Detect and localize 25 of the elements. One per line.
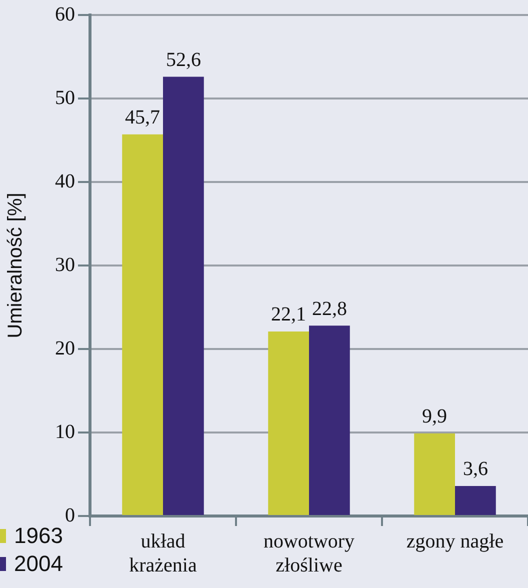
data-label: 3,6 <box>462 458 488 480</box>
legend-label: 1963 <box>14 523 63 549</box>
bar <box>268 331 309 515</box>
bar <box>122 134 163 515</box>
bar <box>414 433 455 515</box>
x-tick-label: zgony nagłe <box>406 530 504 552</box>
y-tick-label: 30 <box>55 254 75 276</box>
bar <box>309 326 350 515</box>
y-tick-label: 60 <box>55 3 75 26</box>
data-label: 9,9 <box>422 406 448 428</box>
legend-label: 2004 <box>14 551 63 577</box>
y-tick-label: 0 <box>65 504 75 526</box>
data-label: 52,6 <box>166 49 201 72</box>
y-tick-label: 20 <box>55 337 75 360</box>
x-tick-label: nowotwory złośliwe <box>263 530 355 576</box>
data-label: 22,8 <box>312 298 347 320</box>
y-tick-label: 10 <box>55 420 75 443</box>
bar <box>455 486 496 515</box>
bar <box>163 76 204 515</box>
x-tick-label: układ krażenia <box>129 530 197 576</box>
data-label: 22,1 <box>271 304 306 326</box>
y-tick-label: 40 <box>55 170 75 192</box>
y-tick-label: 50 <box>55 86 75 109</box>
data-label: 45,7 <box>125 106 160 129</box>
y-axis-title: Umieralność [%] <box>4 192 27 338</box>
